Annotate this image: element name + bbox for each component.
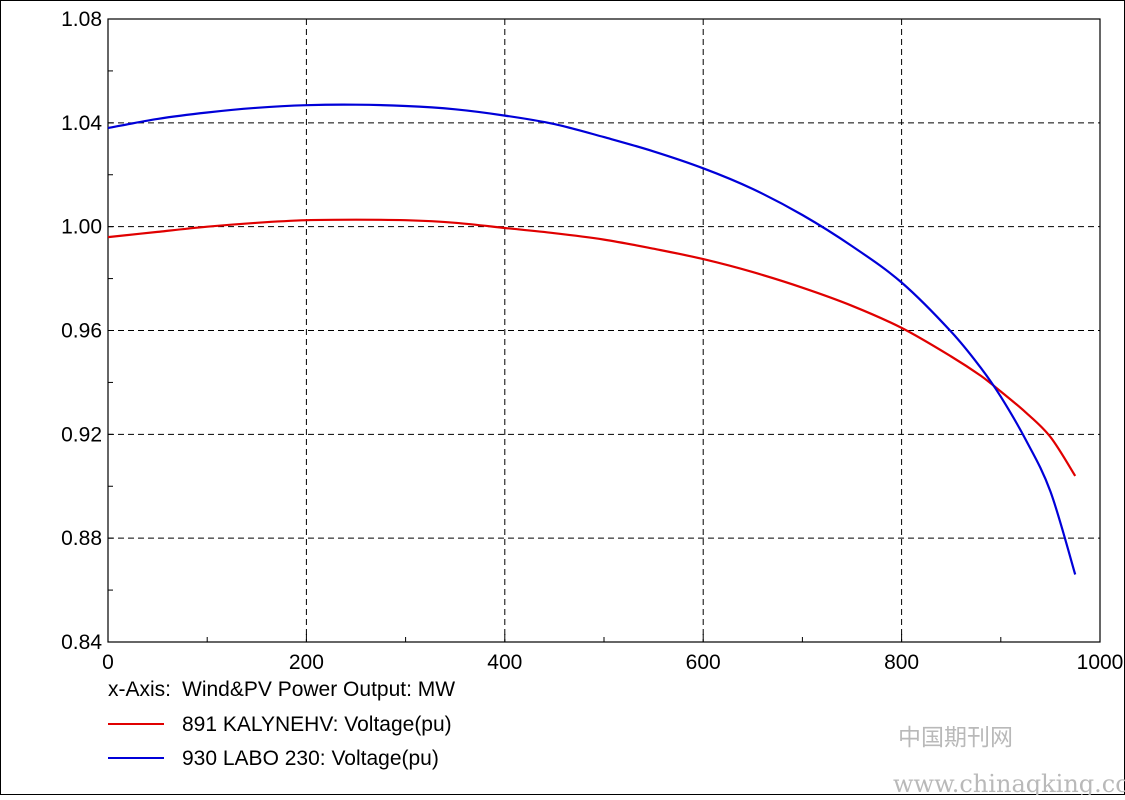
legend: x-Axis: Wind&PV Power Output: MW 891 KAL…	[108, 678, 455, 770]
x-tick-label: 600	[686, 651, 721, 674]
x-tick-label: 800	[884, 651, 919, 674]
series-line-labo	[107, 103, 1077, 575]
y-tick-label: 1.04	[61, 112, 102, 135]
x-tick-label: 200	[289, 651, 324, 674]
series-group	[107, 103, 1077, 575]
plot-area-border	[107, 18, 1101, 643]
legend-label-kalynehv: 891 KALYNEHV: Voltage(pu)	[182, 713, 452, 736]
grid	[108, 19, 1100, 642]
x-axis-label: Wind&PV Power Output: MW	[182, 678, 455, 701]
x-axis-prefix: x-Axis:	[108, 678, 171, 701]
watermark-chinese: 中国期刊网	[898, 725, 1013, 751]
y-tick-label: 0.88	[61, 527, 102, 550]
y-tick-label: 0.96	[61, 320, 102, 343]
x-tick-label: 1000	[1077, 651, 1124, 674]
y-tick-label: 0.84	[61, 631, 102, 654]
series-line-kalynehv	[107, 218, 1077, 477]
x-tick-label: 400	[487, 651, 522, 674]
legend-label-labo: 930 LABO 230: Voltage(pu)	[182, 747, 439, 770]
y-tick-label: 0.92	[61, 423, 102, 446]
x-tick-label: 0	[102, 651, 114, 674]
watermark: 中国期刊网 www.chinaqking.com	[893, 725, 1125, 798]
watermark-url: www.chinaqking.com	[893, 770, 1125, 795]
axes: 0 200 400 600 800 1000 0.84 0.88 0.92 0.96 1.00 1.0…	[61, 8, 1123, 674]
y-tick-label: 1.00	[61, 216, 102, 239]
y-tick-label: 1.08	[61, 8, 102, 31]
